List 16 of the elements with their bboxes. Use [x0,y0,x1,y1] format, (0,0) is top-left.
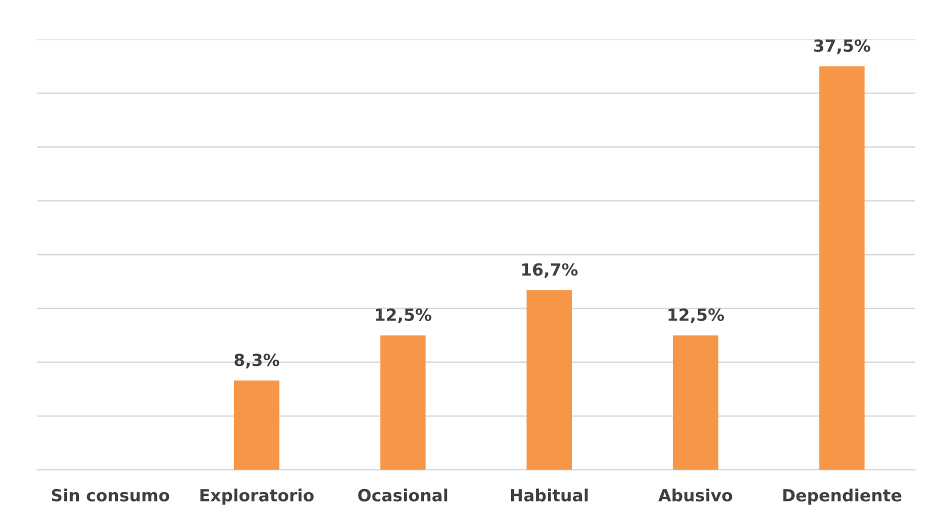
data-label: 8,3% [234,354,280,368]
data-label: 16,7% [522,263,578,278]
x-tick-label: Exploratorio [200,488,314,505]
data-label: 37,5% [814,39,870,54]
bar [672,335,718,470]
x-tick-label: Dependiente [783,488,902,505]
data-label: 12,5% [668,308,724,324]
bar [380,335,426,470]
x-tick-label: Abusivo [658,488,732,502]
data-label: 12,5% [376,308,432,324]
bar [819,66,865,470]
bar [526,290,572,470]
x-tick-label: Ocasional [358,488,448,502]
x-tick-label: Habitual [510,488,588,502]
x-tick-label: Sin consumo [52,488,170,502]
bar [234,380,280,470]
